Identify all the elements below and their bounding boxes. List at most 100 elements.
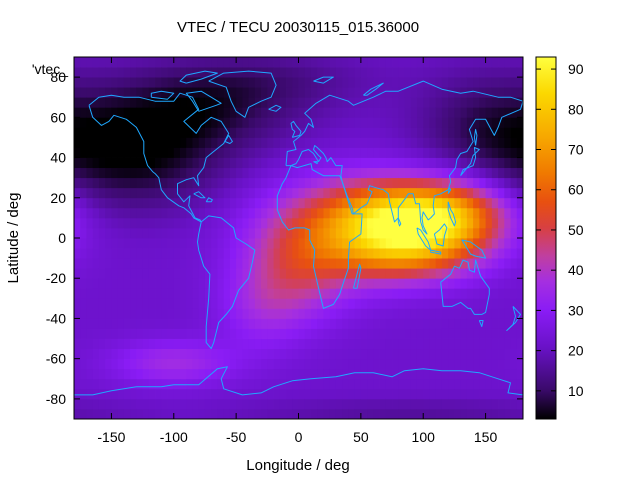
heatmap-cell (92, 137, 100, 148)
heatmap-cell (360, 177, 368, 189)
heatmap-cell (398, 77, 405, 88)
heatmap-cell (479, 147, 486, 158)
heatmap-cell (491, 288, 499, 299)
heatmap-cell (248, 217, 256, 229)
heatmap-cell (504, 358, 511, 370)
heatmap-cell (192, 147, 200, 158)
colorbar-tick-label: 10 (568, 383, 584, 399)
heatmap-cell (180, 328, 187, 339)
heatmap-cell (204, 97, 212, 108)
heatmap-cell (267, 227, 274, 239)
heatmap-cell (192, 328, 200, 339)
heatmap-cell (342, 87, 349, 98)
heatmap-cell (261, 177, 268, 189)
heatmap-cell (92, 87, 100, 98)
heatmap-cell (429, 278, 437, 289)
heatmap-cell (217, 117, 225, 128)
heatmap-cell (398, 187, 405, 199)
heatmap-cell (504, 197, 511, 209)
coastline-new-zealand (506, 306, 521, 331)
colorbar-tick-label: 20 (568, 343, 584, 359)
heatmap-cell (317, 348, 324, 360)
heatmap-cell (323, 107, 331, 118)
heatmap-cell (367, 167, 374, 179)
heatmap-cell (123, 147, 131, 158)
heatmap-cell (286, 127, 293, 138)
heatmap-cell (516, 107, 524, 118)
heatmap-cell (236, 328, 243, 339)
heatmap-cell (373, 107, 380, 118)
heatmap-cell (360, 87, 368, 98)
heatmap-cell (192, 67, 200, 78)
heatmap-cell (310, 177, 318, 189)
colorbar (535, 56, 557, 420)
heatmap-cell (261, 217, 268, 229)
heatmap-cell (329, 187, 337, 199)
heatmap-cell (460, 388, 468, 400)
heatmap-cell (479, 348, 486, 360)
heatmap-cell (155, 227, 162, 239)
heatmap-cell (342, 358, 349, 370)
heatmap-cell (498, 268, 505, 279)
heatmap-cell (429, 378, 437, 390)
heatmap-cell (491, 348, 499, 360)
heatmap-cell (479, 238, 486, 249)
heatmap-cell (223, 197, 231, 209)
heatmap-cell (460, 207, 468, 219)
heatmap-cell (392, 368, 399, 380)
heatmap-cell (192, 167, 200, 179)
heatmap-cell (473, 67, 480, 78)
heatmap-cell (379, 408, 387, 420)
heatmap-cell (198, 227, 206, 239)
heatmap-cell (454, 398, 462, 410)
heatmap-cell (98, 348, 106, 360)
heatmap-cell (323, 197, 331, 209)
heatmap-cell (466, 147, 474, 158)
heatmap-cell (242, 187, 250, 199)
heatmap-cell (454, 67, 462, 78)
heatmap-cell (354, 398, 362, 410)
x-tick-label: 0 (295, 429, 303, 445)
heatmap-cell (354, 258, 362, 269)
heatmap-cell (292, 157, 299, 169)
heatmap-cell (80, 87, 87, 98)
heatmap-cell (335, 378, 343, 390)
heatmap-cell (80, 167, 87, 179)
heatmap-cell (261, 368, 268, 380)
heatmap-cell (279, 298, 287, 309)
heatmap-cell (74, 167, 81, 179)
heatmap-cell (248, 97, 256, 108)
heatmap-cell (292, 217, 299, 229)
heatmap-cell (373, 77, 380, 88)
heatmap-cell (367, 238, 374, 249)
heatmap-cell (435, 137, 443, 148)
heatmap-cell (441, 318, 449, 329)
heatmap-cell (329, 258, 337, 269)
heatmap-cell (404, 238, 412, 249)
heatmap-cell (491, 248, 499, 259)
heatmap-cell (448, 67, 455, 78)
heatmap-cell (105, 77, 112, 88)
heatmap-cell (342, 77, 349, 88)
heatmap-cell (416, 408, 424, 420)
heatmap-cell (416, 328, 424, 339)
heatmap-cell (473, 167, 480, 179)
heatmap-cell (323, 278, 331, 289)
heatmap-cell (74, 308, 81, 319)
heatmap-cell (86, 408, 94, 420)
heatmap-cell (279, 328, 287, 339)
heatmap-cell (236, 408, 243, 420)
heatmap-cell (161, 197, 168, 209)
heatmap-cell (242, 278, 250, 289)
heatmap-cell (130, 197, 137, 209)
heatmap-cell (123, 318, 131, 329)
heatmap-cell (242, 378, 250, 390)
heatmap-cell (404, 57, 412, 68)
heatmap-cell (279, 207, 287, 219)
heatmap-cell (254, 338, 262, 350)
heatmap-cell (142, 238, 150, 249)
heatmap-cell (161, 187, 168, 199)
heatmap-cell (74, 268, 81, 279)
heatmap-cell (498, 137, 505, 148)
heatmap-cell (423, 167, 430, 179)
